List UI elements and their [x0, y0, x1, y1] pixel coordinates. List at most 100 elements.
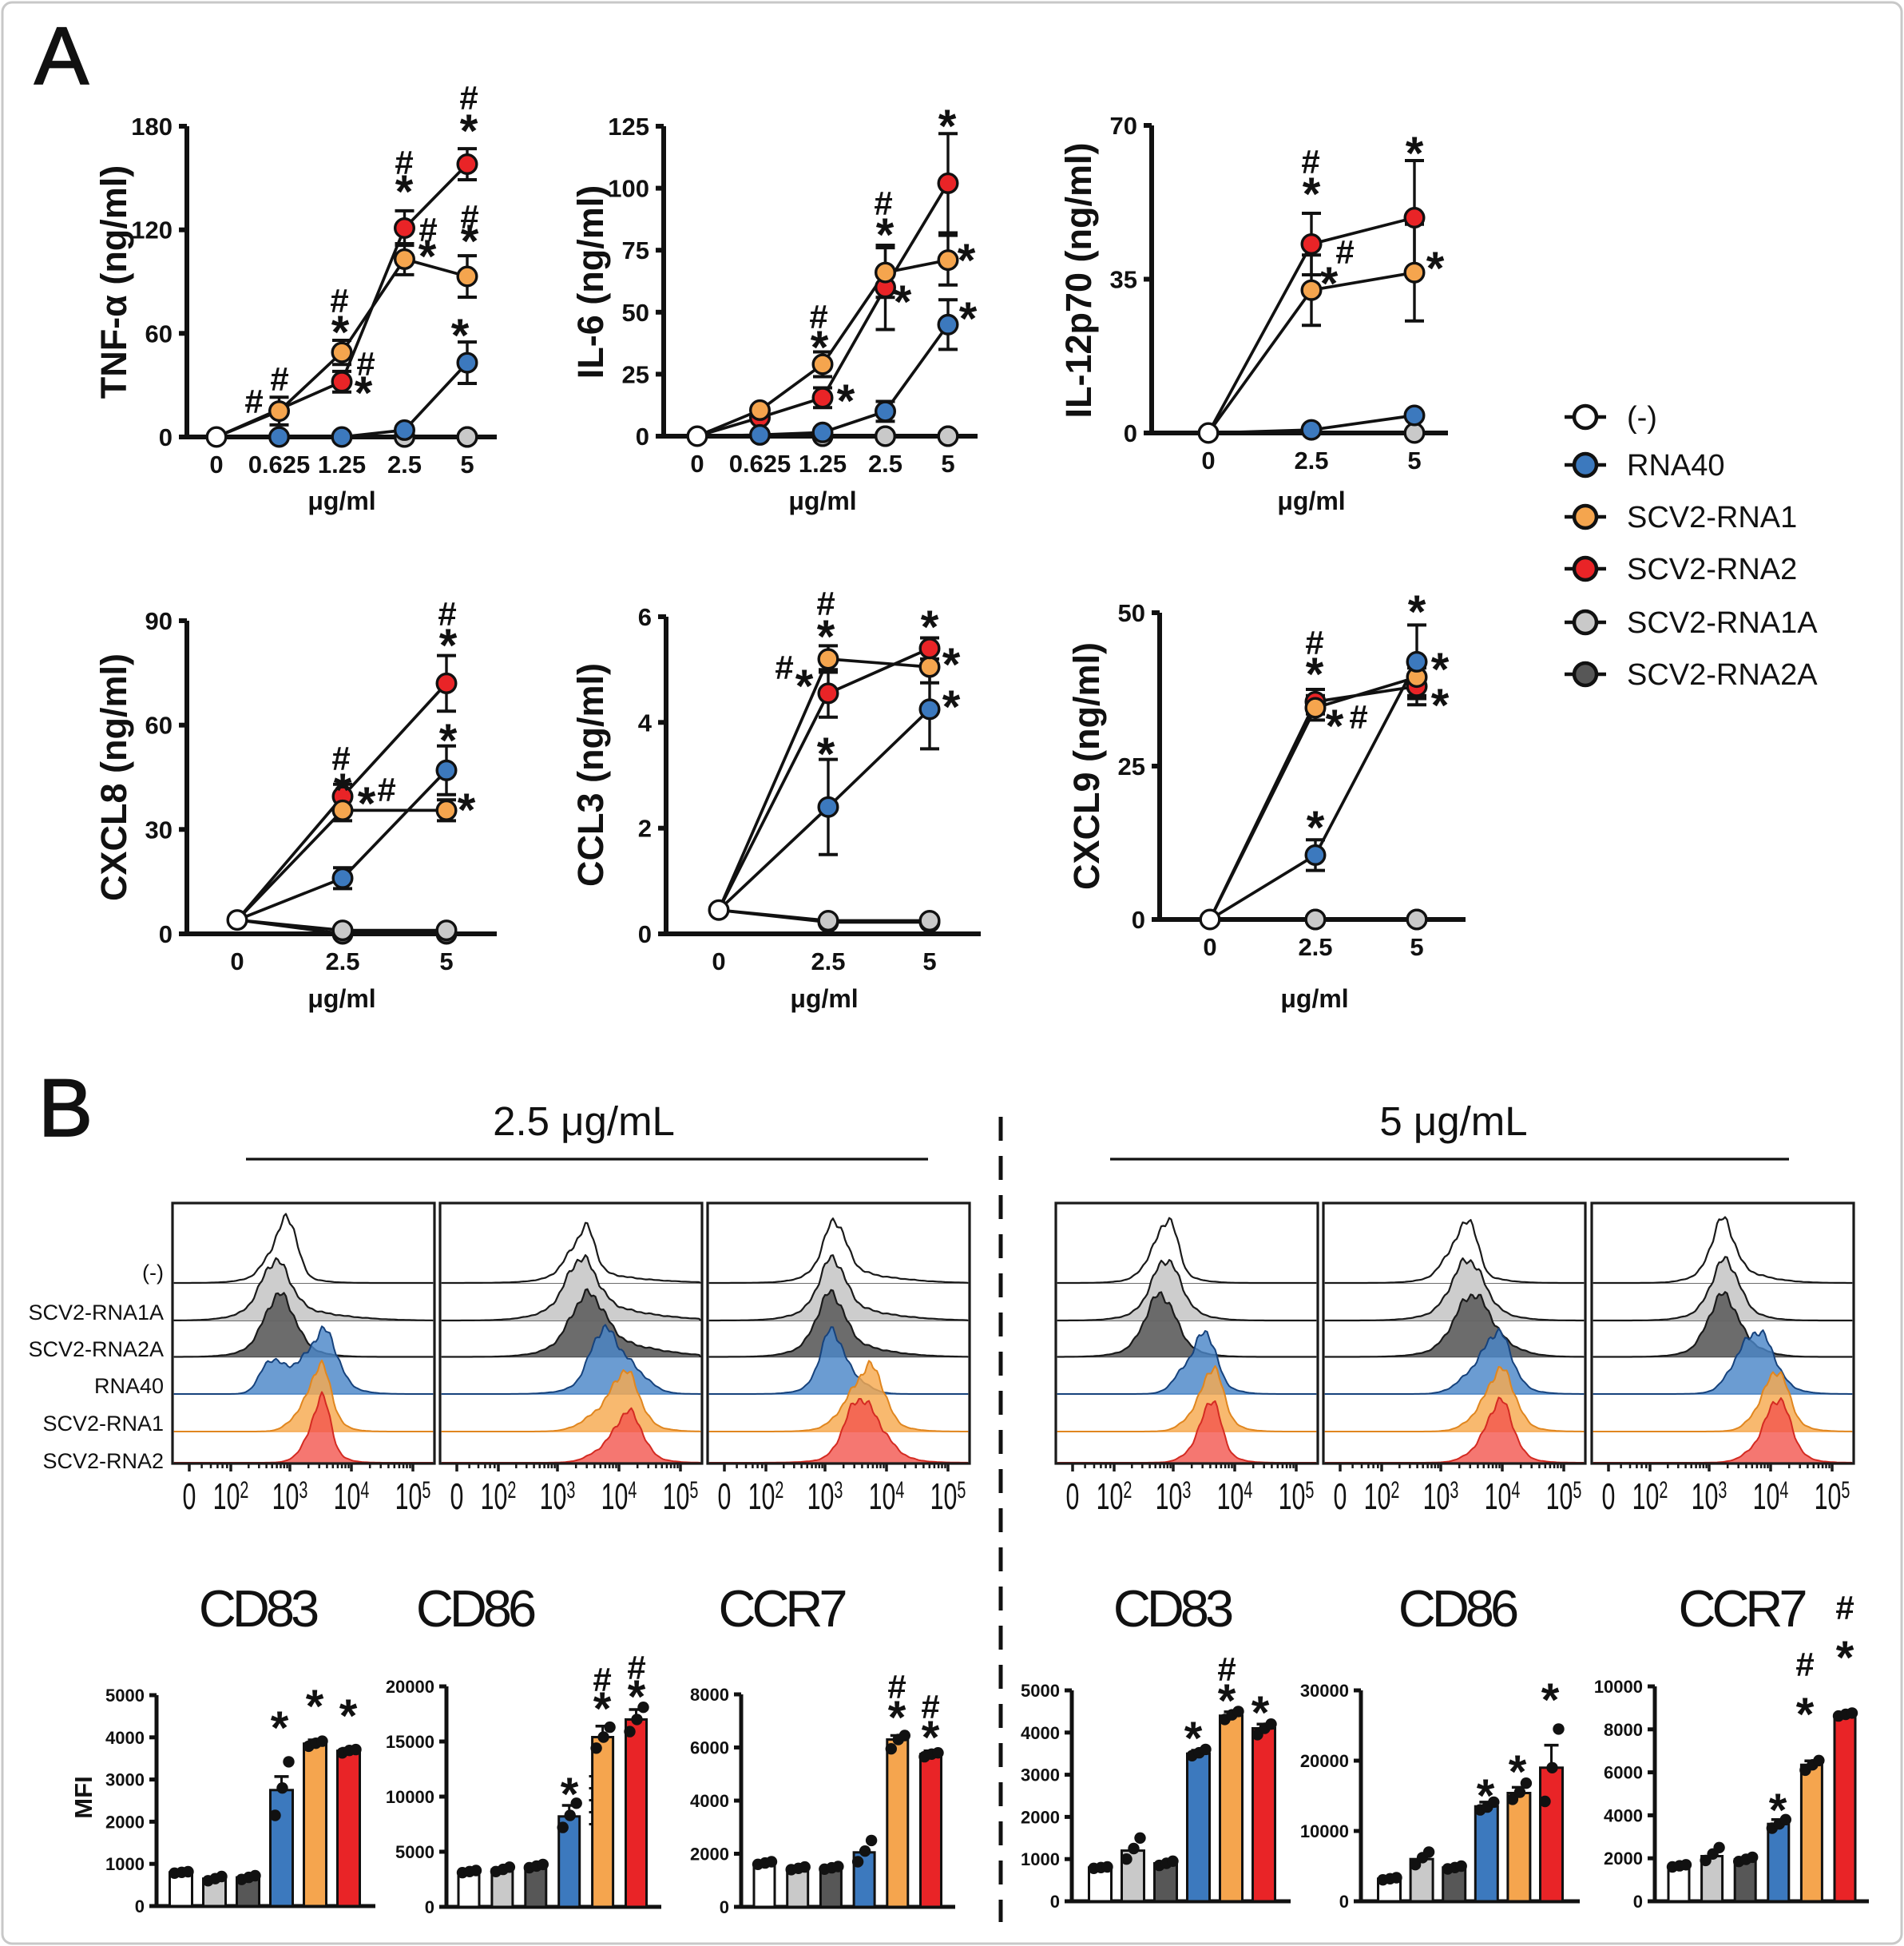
svg-text:2.5: 2.5: [868, 450, 902, 478]
svg-text:0: 0: [1132, 906, 1145, 934]
svg-text:2000: 2000: [690, 1845, 729, 1865]
svg-text:#: #: [593, 1661, 611, 1698]
svg-text:5000: 5000: [395, 1842, 434, 1862]
svg-text:SCV2-RNA1: SCV2-RNA1: [1627, 501, 1797, 534]
svg-text:*: *: [1218, 1675, 1236, 1727]
svg-text:0: 0: [1050, 1892, 1060, 1912]
svg-text:6000: 6000: [1604, 1763, 1643, 1783]
svg-text:IL-6 (ng/ml): IL-6 (ng/ml): [570, 185, 611, 379]
svg-text:*: *: [795, 661, 814, 713]
svg-text:SCV2-RNA1A: SCV2-RNA1A: [28, 1301, 164, 1324]
svg-text:0: 0: [425, 1897, 434, 1917]
svg-text:2.5: 2.5: [325, 947, 359, 975]
svg-text:0: 0: [230, 947, 244, 975]
svg-text:*: *: [1426, 243, 1445, 295]
svg-text:#: #: [874, 185, 892, 222]
svg-text:*: *: [339, 1690, 358, 1742]
svg-text:*: *: [938, 101, 957, 153]
svg-text:2.5: 2.5: [811, 947, 845, 975]
svg-text:5: 5: [1407, 447, 1421, 475]
svg-text:*: *: [418, 231, 437, 283]
svg-text:#: #: [775, 649, 793, 686]
svg-text:RNA40: RNA40: [1627, 449, 1725, 483]
svg-text:*: *: [1541, 1674, 1560, 1726]
svg-text:#: #: [460, 198, 478, 236]
svg-text:0: 0: [1201, 447, 1215, 475]
svg-text:*: *: [593, 1683, 612, 1735]
svg-text:4000: 4000: [1021, 1723, 1060, 1743]
svg-text:30000: 30000: [1300, 1681, 1349, 1701]
svg-text:0: 0: [1124, 419, 1137, 447]
svg-text:20000: 20000: [386, 1677, 434, 1697]
svg-text:50: 50: [622, 299, 649, 327]
svg-text:CXCL9 (ng/ml): CXCL9 (ng/ml): [1066, 642, 1107, 890]
svg-text:4000: 4000: [690, 1791, 729, 1811]
svg-text:0: 0: [718, 1477, 732, 1518]
svg-text:#: #: [270, 360, 288, 398]
svg-text:6000: 6000: [690, 1738, 729, 1758]
svg-text:#: #: [395, 144, 413, 181]
svg-text:SCV2-RNA1A: SCV2-RNA1A: [1627, 606, 1818, 640]
svg-text:35: 35: [1110, 266, 1137, 294]
svg-text:*: *: [358, 778, 376, 830]
svg-text:(-): (-): [142, 1261, 164, 1285]
svg-text:0: 0: [135, 1896, 145, 1916]
svg-text:10000: 10000: [1594, 1677, 1643, 1697]
svg-text:*: *: [460, 105, 478, 157]
svg-text:1.25: 1.25: [318, 451, 366, 479]
svg-text:2.5: 2.5: [387, 451, 422, 479]
svg-text:1000: 1000: [105, 1854, 145, 1874]
svg-text:0: 0: [712, 947, 725, 975]
svg-text:*: *: [959, 293, 978, 345]
svg-text:2.5 μg/mL: 2.5 μg/mL: [493, 1098, 675, 1144]
svg-text:#: #: [1305, 624, 1323, 661]
svg-text:0: 0: [1602, 1477, 1616, 1518]
svg-text:μg/ml: μg/ml: [790, 984, 858, 1013]
svg-text:*: *: [1796, 1689, 1815, 1741]
svg-text:0: 0: [1203, 933, 1216, 961]
svg-text:*: *: [355, 367, 373, 419]
svg-text:A: A: [34, 10, 89, 101]
svg-text:0: 0: [1633, 1892, 1643, 1912]
svg-text:0.625: 0.625: [729, 450, 791, 478]
svg-text:0: 0: [1066, 1477, 1080, 1518]
svg-text:8000: 8000: [1604, 1720, 1643, 1740]
svg-text:*: *: [1477, 1770, 1495, 1822]
svg-text:CD83: CD83: [199, 1579, 318, 1638]
svg-text:SCV2-RNA2A: SCV2-RNA2A: [28, 1337, 164, 1361]
svg-text:CCR7: CCR7: [719, 1579, 846, 1638]
svg-text:μg/ml: μg/ml: [1280, 984, 1348, 1013]
svg-text:#: #: [244, 383, 263, 420]
svg-text:75: 75: [622, 236, 649, 264]
svg-text:#: #: [1217, 1650, 1236, 1688]
svg-text:#: #: [330, 282, 348, 320]
svg-text:*: *: [921, 602, 939, 653]
svg-text:30: 30: [145, 816, 173, 844]
svg-text:*: *: [1251, 1687, 1270, 1739]
svg-text:0: 0: [1339, 1892, 1349, 1912]
svg-text:*: *: [451, 310, 470, 362]
svg-text:*: *: [334, 764, 352, 816]
svg-text:3000: 3000: [1021, 1765, 1060, 1785]
svg-text:*: *: [1769, 1785, 1787, 1837]
svg-text:0: 0: [159, 423, 173, 451]
svg-text:#: #: [438, 595, 456, 633]
svg-text:μg/ml: μg/ml: [788, 486, 856, 515]
svg-text:#: #: [809, 298, 827, 336]
svg-text:CCR7: CCR7: [1679, 1579, 1806, 1638]
svg-text:*: *: [628, 1671, 646, 1723]
svg-text:0: 0: [183, 1477, 196, 1518]
svg-text:2: 2: [638, 815, 652, 843]
svg-text:μg/ml: μg/ml: [1277, 486, 1345, 515]
svg-text:#: #: [1349, 698, 1367, 736]
svg-text:1.25: 1.25: [799, 450, 847, 478]
svg-text:25: 25: [622, 360, 649, 388]
svg-text:5: 5: [460, 451, 474, 479]
svg-text:*: *: [439, 620, 458, 672]
svg-text:#: #: [1335, 233, 1354, 271]
svg-text:SCV2-RNA2: SCV2-RNA2: [1627, 553, 1797, 586]
svg-text:5: 5: [1410, 933, 1423, 961]
svg-text:2.5: 2.5: [1294, 447, 1328, 475]
svg-text:CD86: CD86: [1398, 1579, 1517, 1638]
svg-text:*: *: [876, 209, 894, 261]
